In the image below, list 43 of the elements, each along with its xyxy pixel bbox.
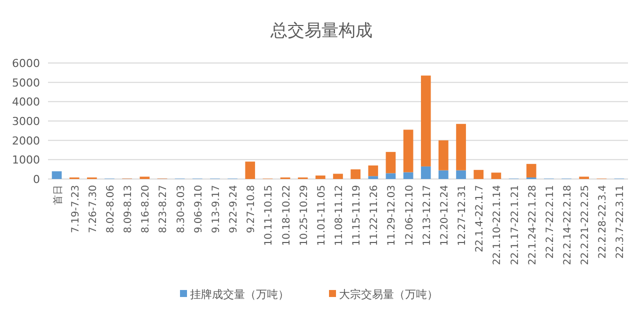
x-tick-label: 11.29-12.03: [386, 185, 398, 246]
x-tick-label: 9.27-10.8: [246, 185, 258, 234]
y-tick-label: 6000: [12, 57, 40, 70]
x-tick-label: 22.1.10-22.1.14: [492, 185, 504, 265]
x-tick-label: 8.02-8.06: [106, 185, 117, 234]
legend-label: 挂牌成交量（万吨）: [190, 288, 289, 301]
x-tick-label: 10.18-10.22: [281, 185, 292, 246]
y-tick-label: 0: [33, 173, 40, 186]
x-tick-label: 22.2.14-22.2.18: [562, 185, 574, 265]
x-tick-label: 7.19-7.23: [70, 185, 82, 234]
x-tick-label: 8.30-9.03: [176, 185, 187, 234]
x-tick-label: 22.1.24-22.1.28: [527, 185, 538, 265]
x-tick-label: 22.1.4-22.1.7: [474, 185, 486, 252]
y-tick-label: 4000: [12, 96, 40, 109]
y-tick-label: 2000: [12, 134, 40, 148]
x-tick-label: 11.01-11.05: [316, 185, 328, 246]
x-tick-label: 12.27-12.31: [457, 185, 468, 246]
x-tick-label: 10.11-10.15: [264, 185, 275, 246]
x-tick-label: 9.13-9.17: [210, 185, 222, 234]
x-tick-label: 首日: [52, 185, 64, 205]
x-tick-label: 10.25-10.29: [298, 185, 310, 246]
legend-label: 大宗交易量（万吨）: [339, 288, 438, 301]
x-tick-label: 22.1.17-22.1.21: [510, 185, 521, 265]
y-tick-label: 1000: [12, 154, 40, 167]
x-tick-label: 11.08-11.12: [334, 185, 345, 246]
x-tick-label: 22.2.21-22.2.25: [580, 185, 592, 265]
x-tick-label: 9.06-9.10: [193, 185, 204, 234]
x-tick-label: 11.15-11.19: [352, 185, 363, 246]
x-tick-label: 22.2.7-22.2.11: [544, 185, 556, 259]
x-tick-label: 9.22-9.24: [228, 185, 240, 234]
x-tick-label: 7.26-7.30: [88, 185, 99, 234]
y-tick-label: 3000: [12, 115, 40, 128]
x-tick-label: 8.16-8.20: [140, 185, 152, 234]
x-tick-label: 12.06-12.10: [404, 185, 416, 246]
x-tick-label: 8.23-8.27: [158, 185, 170, 234]
x-tick-label: 11.22-11.26: [369, 185, 380, 246]
x-tick-label: 8.09-8.13: [123, 185, 134, 234]
x-tick-label: 12.13-12.17: [422, 185, 433, 246]
chart-title: 总交易量构成: [270, 21, 372, 41]
x-tick-label: 22.3.7-22.3.11: [615, 185, 626, 259]
y-tick-label: 5000: [12, 76, 40, 90]
x-tick-label: 22.2.28-22.3.4: [598, 185, 609, 259]
x-tick-label: 12.20-12.24: [439, 185, 450, 246]
